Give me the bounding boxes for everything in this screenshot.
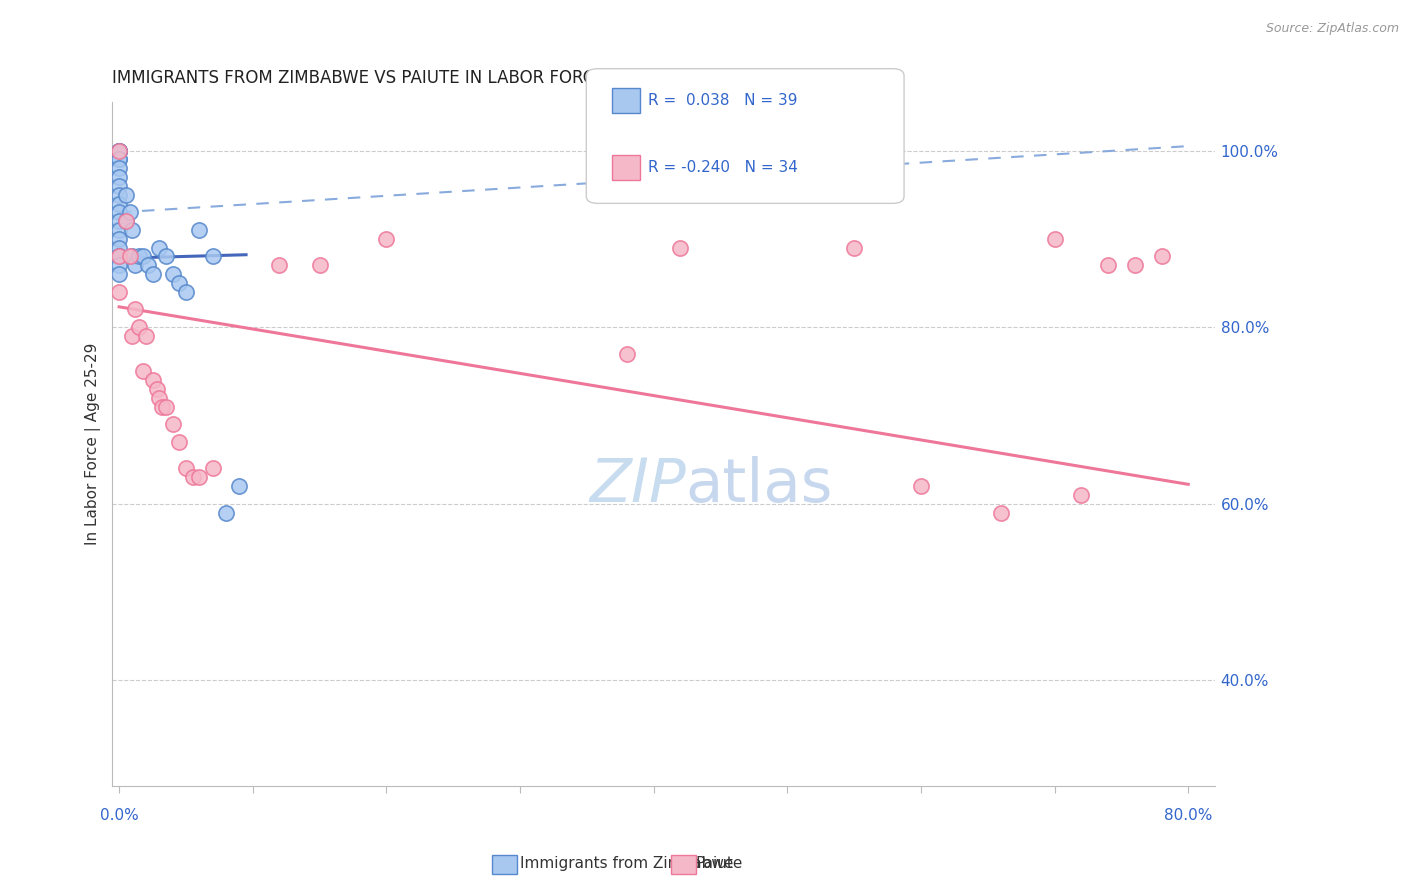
Point [108,205,131,219]
Text: 80.0%: 80.0% [1164,808,1212,823]
Point [108,232,131,246]
Point [108,144,131,158]
Point [174,461,197,475]
Point [108,214,131,228]
Text: ZIP: ZIP [589,456,686,515]
Point [174,285,197,299]
Text: IMMIGRANTS FROM ZIMBABWE VS PAIUTE IN LABOR FORCE | AGE 25-29 CORRELATION CHART: IMMIGRANTS FROM ZIMBABWE VS PAIUTE IN LA… [112,69,894,87]
Point [124,302,146,317]
Text: R =  0.038   N = 39: R = 0.038 N = 39 [648,94,797,108]
Point [616,346,638,360]
Point [108,153,131,167]
Point [118,205,141,219]
Point [148,391,170,405]
Point [167,434,190,449]
Point [108,267,131,281]
Point [150,400,173,414]
Text: Paiute: Paiute [696,856,744,871]
Point [108,250,131,264]
Point [108,187,131,202]
Point [308,258,330,272]
Point [108,223,131,237]
Point [108,250,131,264]
Point [167,276,190,290]
Point [145,382,167,396]
Y-axis label: In Labor Force | Age 25-29: In Labor Force | Age 25-29 [86,343,101,545]
Text: atlas: atlas [686,456,834,515]
Point [1043,232,1066,246]
Point [121,250,143,264]
Point [842,241,865,255]
Point [114,214,136,228]
Point [108,241,131,255]
Point [155,400,177,414]
Point [155,250,177,264]
Point [135,329,157,343]
Point [1123,258,1146,272]
Point [132,250,155,264]
Point [162,417,184,432]
Text: Immigrants from Zimbabwe: Immigrants from Zimbabwe [520,856,734,871]
Point [121,329,143,343]
Point [141,373,163,387]
Point [108,250,131,264]
Point [201,250,224,264]
Point [215,506,238,520]
Point [108,258,131,272]
Point [375,232,398,246]
Point [108,178,131,193]
Point [108,144,131,158]
Point [108,161,131,176]
Point [162,267,184,281]
Point [188,223,211,237]
Point [1150,250,1173,264]
Point [108,144,131,158]
Point [188,470,211,484]
Point [269,258,291,272]
Point [108,169,131,184]
Point [114,214,136,228]
Text: 0.0%: 0.0% [100,808,138,823]
Point [108,153,131,167]
Point [1070,488,1092,502]
Point [138,258,160,272]
Point [121,223,143,237]
Point [1097,258,1119,272]
Point [108,144,131,158]
Point [910,479,932,493]
Point [114,187,136,202]
Point [132,364,155,378]
Point [141,267,163,281]
Point [108,285,131,299]
Point [990,506,1012,520]
Point [124,258,146,272]
Point [128,250,150,264]
Text: Source: ZipAtlas.com: Source: ZipAtlas.com [1265,22,1399,36]
Point [128,320,150,334]
Point [669,241,692,255]
Point [201,461,224,475]
Text: R = -0.240   N = 34: R = -0.240 N = 34 [648,161,799,175]
Point [108,196,131,211]
Point [118,250,141,264]
Point [228,479,250,493]
Point [108,144,131,158]
Point [181,470,204,484]
Point [148,241,170,255]
